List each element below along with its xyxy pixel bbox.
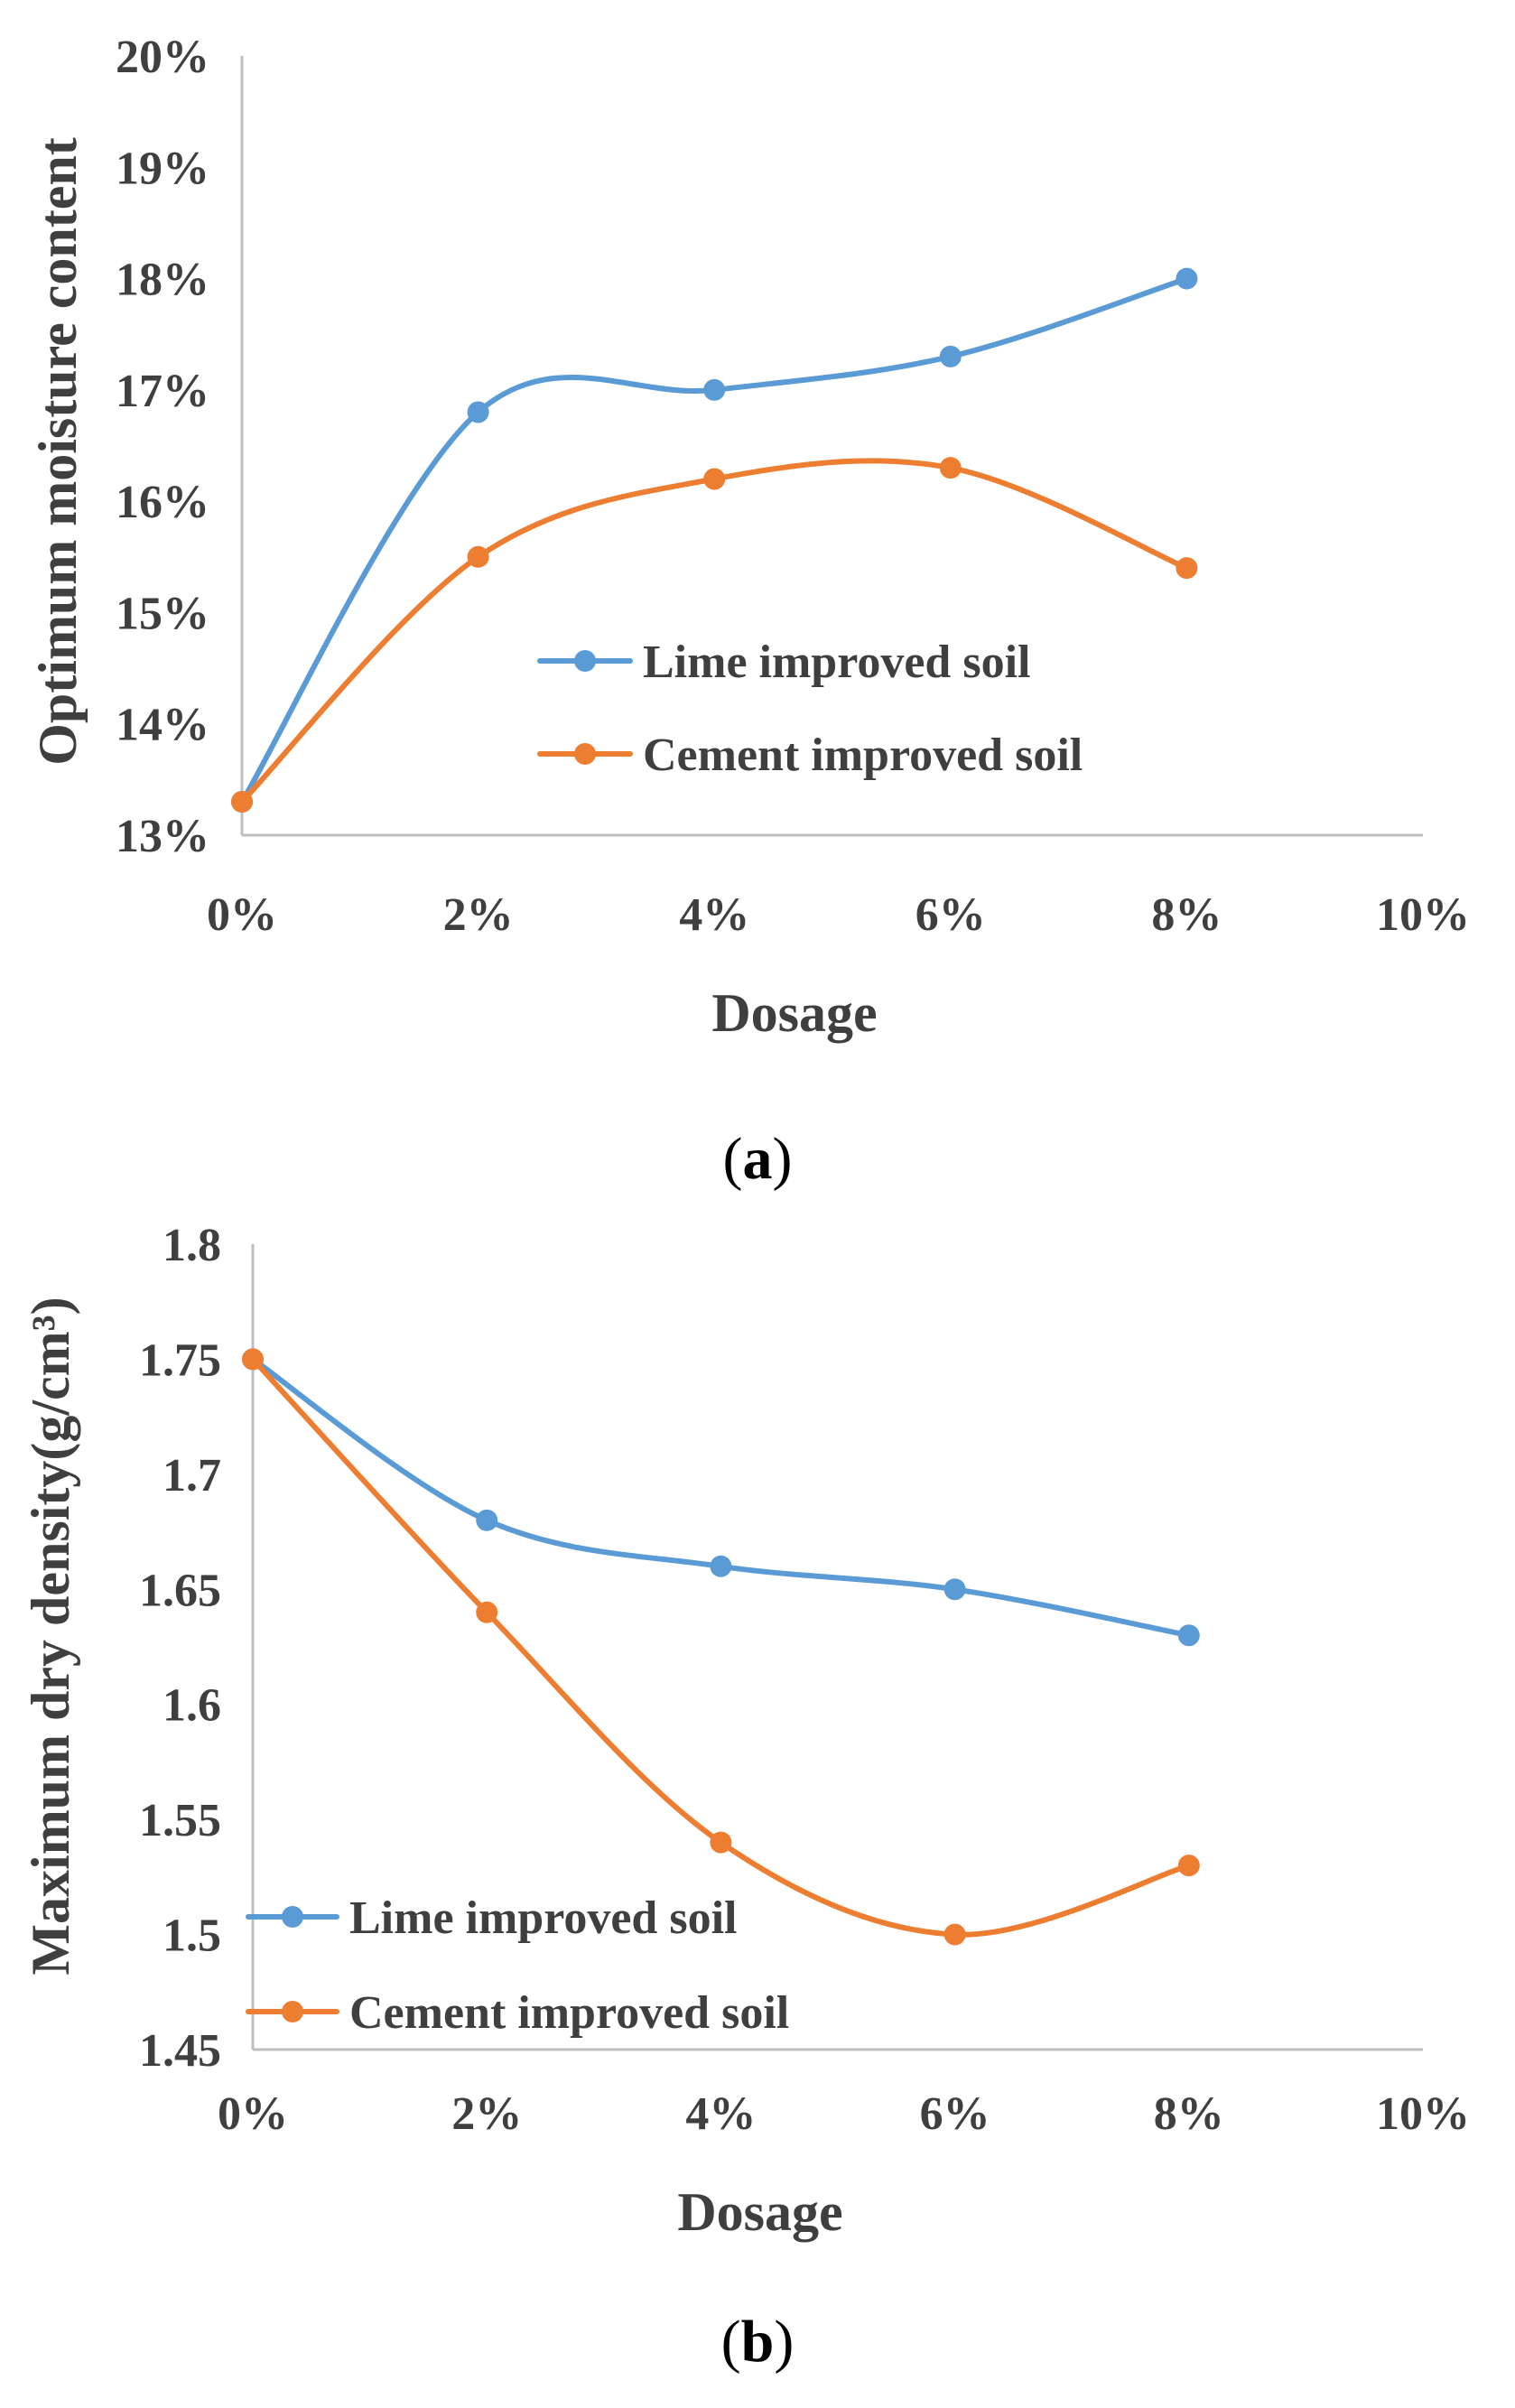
legend-marker-lime [574, 650, 596, 672]
legend-marker-cement [574, 743, 596, 765]
data-point [242, 1348, 264, 1371]
chart-a: 13% 14% 15% 16% 17% 18% 19% 20% 0% 2% 4% 6% 8% 10% Dos… [28, 32, 1470, 1192]
data-point [703, 378, 726, 401]
data-point [476, 1509, 498, 1531]
data-point [1177, 1855, 1200, 1877]
x-tick-label: 10% [1376, 889, 1470, 941]
y-tick-label: 15% [116, 588, 209, 639]
legend-label-lime: Lime improved soil [349, 1892, 737, 1944]
x-tick-label: 2% [451, 2088, 522, 2140]
panel-letter: a [743, 1126, 773, 1192]
data-point [943, 1923, 966, 1946]
x-tick-label: 4% [679, 889, 749, 941]
x-tick-label: 8% [1154, 2088, 1224, 2140]
y-tick-label: 1.75 [139, 1334, 221, 1386]
series-line-lime [250, 1356, 1192, 1639]
panel-label: (a) [723, 1126, 793, 1192]
legend-label-cement: Cement improved soil [643, 730, 1083, 781]
y-tick-label: 17% [116, 366, 209, 417]
data-point [939, 345, 962, 367]
y-tick-label: 1.55 [139, 1795, 221, 1846]
x-tick-label: 0% [218, 2088, 288, 2140]
panel-letter: b [741, 2309, 775, 2375]
data-point [231, 791, 253, 814]
series-line-lime [239, 275, 1190, 804]
y-tick-label: 1.65 [139, 1565, 221, 1616]
x-tick-label: 4% [685, 2088, 756, 2140]
y-axis-title: Maximum dry density(g/cm³) [21, 1297, 80, 1975]
y-tick-label: 13% [116, 811, 209, 862]
data-point [467, 545, 489, 568]
data-point [467, 401, 489, 423]
panel-label: (b) [721, 2309, 795, 2375]
y-tick-label: 1.6 [163, 1680, 221, 1732]
y-tick-label: 16% [116, 477, 209, 528]
y-tick-label: 14% [116, 700, 209, 751]
x-tick-label: 0% [207, 889, 277, 941]
x-axis-title: Dosage [677, 2182, 842, 2242]
y-axis-title: Optimum moisture content [28, 137, 88, 766]
y-tick-label: 20% [116, 32, 209, 83]
chart-b: 1.45 1.5 1.55 1.6 1.65 1.7 1.75 1.8 0% 2% 4% 6% 8% 10… [21, 1220, 1470, 2375]
data-point [1176, 267, 1198, 290]
data-point [703, 468, 726, 490]
x-axis-title: Dosage [711, 983, 877, 1043]
data-point [710, 1831, 732, 1854]
x-tick-label: 2% [443, 889, 514, 941]
legend-marker-lime [282, 1906, 303, 1928]
x-tick-label: 8% [1151, 889, 1222, 941]
legend-label-lime: Lime improved soil [643, 637, 1030, 688]
data-point [939, 457, 962, 479]
x-tick-label: 6% [920, 2088, 990, 2140]
data-point [476, 1601, 498, 1623]
y-tick-label: 18% [116, 255, 209, 306]
x-tick-label: 6% [916, 889, 986, 941]
y-tick-label: 1.5 [163, 1911, 221, 1962]
y-tick-label: 1.8 [163, 1220, 221, 1271]
data-point [710, 1555, 732, 1577]
legend-label-cement: Cement improved soil [349, 1987, 789, 2039]
y-tick-label: 1.7 [163, 1450, 221, 1502]
y-tick-label: 1.45 [139, 2025, 221, 2077]
data-point [943, 1578, 966, 1601]
y-tick-label: 19% [116, 143, 209, 194]
data-point [1176, 557, 1198, 580]
x-tick-label: 10% [1376, 2088, 1470, 2140]
legend-marker-cement [282, 2001, 303, 2022]
data-point [1177, 1624, 1200, 1647]
series-line-cement [250, 1356, 1192, 1938]
